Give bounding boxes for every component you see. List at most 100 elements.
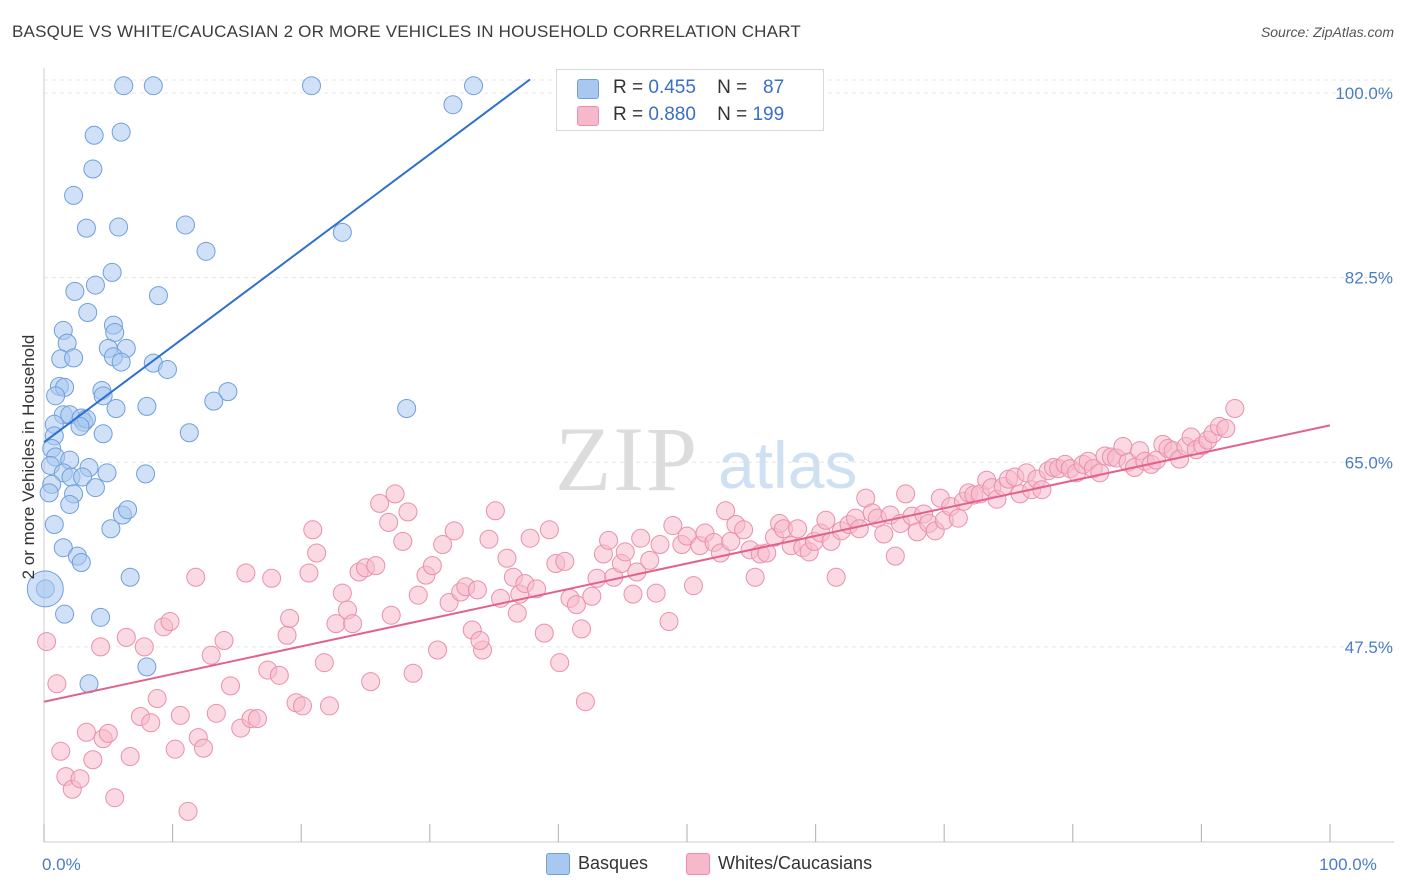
white-point xyxy=(193,738,213,758)
correlation-legend: R = 0.455 N = 87 R = 0.880 N = 199 xyxy=(556,69,824,131)
basque-point xyxy=(91,607,111,627)
white-point xyxy=(615,542,635,562)
basque-point xyxy=(60,494,80,514)
white-point xyxy=(120,747,140,767)
basque-point xyxy=(148,286,168,306)
white-point xyxy=(1113,436,1133,456)
trend-lines xyxy=(43,78,1331,703)
white-point xyxy=(640,550,660,570)
white-point xyxy=(51,741,71,761)
white-point xyxy=(479,529,499,549)
basque-point xyxy=(143,76,163,96)
basque-point xyxy=(44,515,64,535)
white-point xyxy=(745,567,765,587)
bottom-white-swatch xyxy=(686,853,710,875)
white-point xyxy=(757,543,777,563)
white-point xyxy=(497,548,517,568)
axes xyxy=(43,68,1394,843)
white-r-label: R = xyxy=(613,104,644,125)
basque-point xyxy=(136,464,156,484)
basque-point xyxy=(111,122,131,142)
white-point xyxy=(896,484,916,504)
white-point xyxy=(206,703,226,723)
y-tick-label-1: 65.0% xyxy=(1345,453,1393,472)
white-point xyxy=(631,528,651,548)
white-point xyxy=(816,510,836,530)
watermark-zip: ZIP xyxy=(555,408,699,510)
basque-n-label: N = xyxy=(717,77,748,98)
white-point xyxy=(572,619,592,639)
basque-point xyxy=(102,262,122,282)
white-point xyxy=(186,567,206,587)
y-tick-label-3: 100.0% xyxy=(1335,84,1393,103)
white-point xyxy=(534,623,554,643)
white-point xyxy=(361,672,381,692)
basque-point xyxy=(114,76,134,96)
white-point xyxy=(575,692,595,712)
white-point xyxy=(527,579,547,599)
basque-point xyxy=(204,391,224,411)
white-point xyxy=(520,528,540,548)
watermark: ZIP atlas xyxy=(555,408,857,510)
white-point xyxy=(98,723,118,743)
white-point xyxy=(303,520,323,540)
white-point xyxy=(393,531,413,551)
basque-point xyxy=(301,76,321,96)
basque-point xyxy=(46,386,66,406)
white-point xyxy=(566,595,586,615)
basque-point xyxy=(85,478,105,498)
white-point xyxy=(948,508,968,528)
x-tick-label-0: 0.0% xyxy=(42,855,81,874)
white-point xyxy=(659,612,679,632)
white-point xyxy=(1216,419,1236,439)
series-white-points xyxy=(37,398,1245,821)
basque-n-value: 87 xyxy=(763,77,785,98)
bottom-basque-swatch xyxy=(546,853,570,875)
white-point xyxy=(555,551,575,571)
white-point xyxy=(716,501,736,521)
white-point xyxy=(307,543,327,563)
white-point xyxy=(116,627,136,647)
white-point xyxy=(408,585,428,605)
white-point xyxy=(214,631,234,651)
white-r-value: 0.880 xyxy=(648,104,696,125)
basque-point xyxy=(73,467,93,487)
basque-point xyxy=(93,424,113,444)
basque-point xyxy=(137,396,157,416)
bottom-white-label: Whites/Caucasians xyxy=(718,853,873,873)
white-point xyxy=(37,632,57,652)
basque-point xyxy=(78,302,98,322)
basque-point xyxy=(118,500,138,520)
basque-point xyxy=(84,125,104,145)
white-point xyxy=(160,612,180,632)
white-point xyxy=(47,674,67,694)
white-point xyxy=(507,603,527,623)
basque-point-large xyxy=(26,570,64,608)
basque-point xyxy=(175,215,195,235)
basque-point xyxy=(83,159,103,179)
basque-point xyxy=(70,416,90,436)
white-point xyxy=(1225,398,1245,418)
white-point xyxy=(134,637,154,657)
white-point xyxy=(433,535,453,555)
basque-point xyxy=(55,604,75,624)
white-point xyxy=(70,769,90,789)
basque-point xyxy=(101,519,121,539)
white-point xyxy=(343,614,363,634)
basque-r-value: 0.455 xyxy=(648,77,696,98)
white-point xyxy=(277,625,297,645)
white-point xyxy=(539,520,559,540)
white-point xyxy=(470,631,490,651)
white-point xyxy=(385,484,405,504)
basque-point xyxy=(157,359,177,379)
white-trend-line xyxy=(43,424,1331,703)
white-point xyxy=(663,516,683,536)
basque-point xyxy=(64,348,84,368)
white-point xyxy=(366,556,386,576)
white-point xyxy=(398,502,418,522)
y-axis-label: 2 or more Vehicles in Household xyxy=(19,335,38,580)
tick-labels: 47.5% 65.0% 82.5% 100.0% 0.0% 100.0% xyxy=(42,84,1393,874)
white-point xyxy=(550,653,570,673)
white-point xyxy=(332,583,352,603)
white-point xyxy=(485,501,505,521)
